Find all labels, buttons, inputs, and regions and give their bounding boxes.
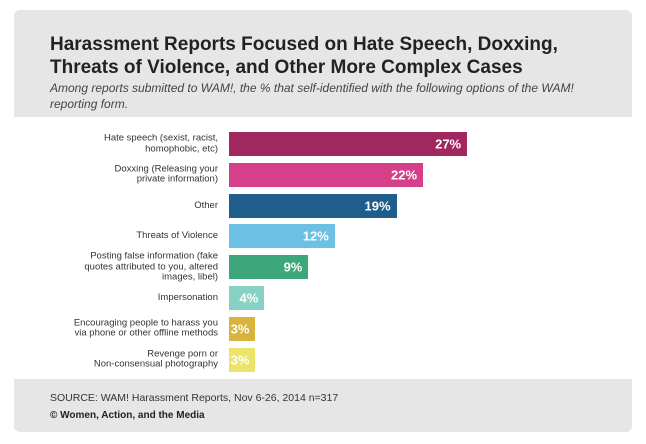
category-label: Encouraging people to harass you via pho… bbox=[73, 317, 218, 339]
category-label: Hate speech (sexist, racist, homophobic,… bbox=[103, 132, 218, 154]
category-label: Doxxing (Releasing your private informat… bbox=[114, 163, 219, 185]
value-label: 3% bbox=[230, 352, 250, 368]
bar bbox=[229, 347, 256, 372]
bar bbox=[229, 193, 397, 218]
category-label: Posting false information (fake quotes a… bbox=[84, 250, 218, 283]
value-label: 22% bbox=[391, 167, 418, 183]
bar bbox=[229, 316, 256, 341]
value-label: 3% bbox=[230, 321, 250, 337]
category-label: Impersonation bbox=[157, 291, 218, 303]
value-label: 12% bbox=[302, 228, 329, 244]
value-label: 19% bbox=[364, 198, 391, 214]
bar bbox=[229, 132, 468, 156]
category-label: Other bbox=[194, 199, 218, 211]
bar bbox=[229, 224, 335, 249]
category-label: Threats of Violence bbox=[136, 230, 218, 242]
chart-title: Harassment Reports Focused on Hate Speec… bbox=[50, 34, 558, 78]
credit: © Women, Action, and the Media bbox=[50, 410, 205, 421]
bar bbox=[229, 162, 424, 187]
value-label: 4% bbox=[239, 290, 259, 306]
source-note: SOURCE: WAM! Harassment Reports, Nov 6-2… bbox=[50, 392, 339, 404]
category-label: Revenge porn or Non-consensual photograp… bbox=[93, 348, 218, 370]
value-label: 27% bbox=[435, 136, 462, 152]
bar bbox=[229, 286, 265, 310]
value-label: 9% bbox=[283, 259, 303, 275]
chart-subtitle: Among reports submitted to WAM!, the % t… bbox=[50, 81, 574, 111]
bar bbox=[229, 255, 309, 280]
